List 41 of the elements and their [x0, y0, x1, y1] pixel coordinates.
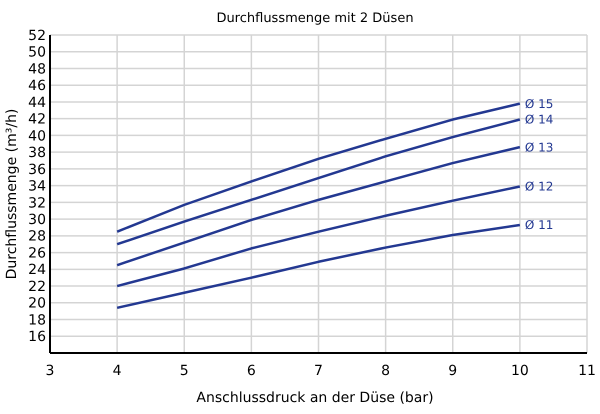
x-tick-label: 6 [246, 363, 256, 379]
y-tick-label: 32 [28, 195, 46, 212]
y-tick-label: 16 [28, 329, 46, 346]
x-tick-label: 5 [180, 363, 189, 379]
chart-title: Durchflussmenge mit 2 Düsen [216, 11, 414, 26]
y-tick-label: 38 [28, 145, 46, 162]
y-tick-label: 52 [28, 28, 46, 44]
y-tick-label: 28 [28, 228, 46, 245]
x-tick-label: 3 [46, 363, 54, 379]
x-tick-label: 7 [314, 363, 323, 379]
y-tick-label: 44 [28, 94, 46, 111]
line-series [116, 102, 522, 233]
y-tick-label: 22 [28, 278, 46, 295]
y-axis-title: Durchflussmenge (m³/h) [4, 108, 20, 280]
y-tick-label: 30 [28, 212, 46, 228]
y-tick-label: 36 [28, 162, 46, 178]
x-axis-title: Anschlussdruck an der Düse (bar) [196, 390, 434, 406]
y-tick-label: 46 [28, 78, 46, 94]
y-tick-label: 24 [28, 262, 46, 278]
series-label: Ø 15 [524, 96, 554, 111]
y-tick-label: 42 [28, 112, 46, 128]
line-series [116, 185, 522, 288]
line-series [116, 146, 522, 266]
line-series [116, 118, 522, 246]
x-tick-label: 10 [510, 363, 529, 379]
series-label: Ø 14 [524, 112, 554, 127]
y-tick-label: 48 [28, 61, 46, 78]
y-tick-label: 50 [28, 44, 46, 61]
x-tick-label: 9 [448, 363, 458, 379]
line-series [116, 224, 522, 310]
x-tick-label: 11 [578, 363, 596, 379]
series-label: Ø 11 [524, 218, 554, 232]
y-tick-label: 18 [28, 312, 46, 328]
x-tick-label: 8 [381, 363, 390, 379]
series-label: Ø 13 [524, 140, 554, 154]
x-tick-label: 4 [112, 363, 122, 379]
y-tick-label: 34 [28, 178, 46, 195]
y-tick-label: 20 [28, 296, 46, 312]
series-label: Ø 12 [524, 180, 554, 194]
y-tick-label: 26 [28, 245, 46, 262]
y-tick-label: 40 [28, 128, 46, 144]
